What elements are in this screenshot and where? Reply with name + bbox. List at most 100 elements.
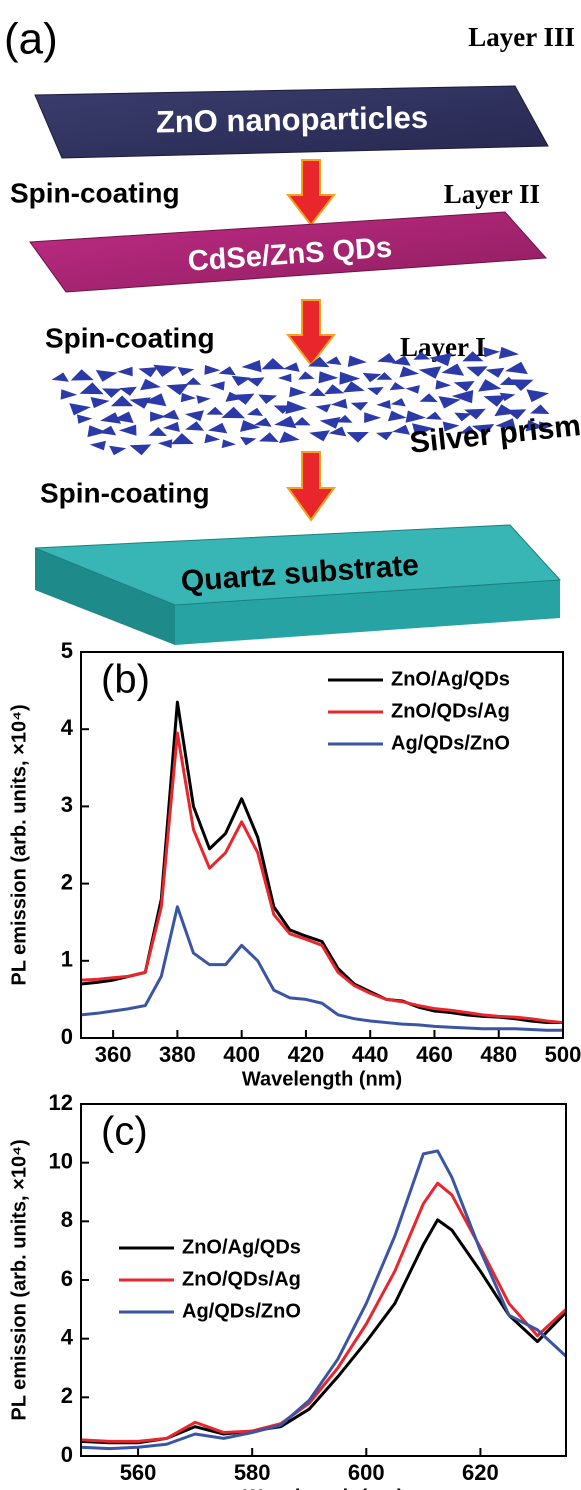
prism	[308, 356, 330, 368]
prism	[347, 355, 367, 367]
prism	[69, 403, 91, 416]
prism	[389, 382, 406, 391]
y-tick-label: 2	[61, 869, 73, 894]
prism	[283, 362, 300, 372]
prism	[90, 397, 110, 409]
prism	[308, 387, 326, 397]
legend-label: Ag/QDs/ZnO	[182, 1300, 301, 1322]
prism	[184, 410, 204, 422]
x-tick-label: 440	[352, 1042, 389, 1067]
y-tick-label: 12	[49, 1090, 73, 1115]
prism	[185, 421, 205, 431]
y-axis-label: PL emission (arb. units, ×10⁴)	[8, 704, 30, 985]
y-tick-label: 6	[61, 1266, 73, 1291]
prism	[429, 353, 452, 367]
step-label: Spin-coating	[45, 322, 215, 353]
arrow	[286, 451, 336, 522]
prism	[138, 367, 158, 378]
step-label: Spin-coating	[40, 477, 210, 508]
prism	[318, 371, 339, 384]
legend-label: ZnO/Ag/QDs	[391, 668, 510, 690]
prism	[495, 418, 516, 431]
prism	[150, 411, 167, 422]
series-line	[80, 905, 563, 1032]
prism	[258, 432, 279, 442]
prism	[119, 386, 137, 396]
prism	[161, 409, 180, 420]
arrow	[285, 299, 337, 367]
prism	[109, 445, 127, 456]
substrate-front	[175, 580, 560, 645]
prism	[459, 425, 478, 435]
prism	[289, 386, 307, 398]
prism	[325, 356, 342, 365]
prism	[140, 378, 161, 391]
prism	[483, 395, 507, 407]
prism	[162, 421, 180, 432]
legend-label: ZnO/QDs/Ag	[391, 700, 510, 722]
prism	[405, 385, 420, 394]
prism	[346, 432, 369, 443]
prism	[435, 380, 452, 390]
prism	[464, 408, 486, 420]
arrow	[285, 159, 337, 227]
prism	[418, 366, 442, 379]
x-tick-label: 360	[95, 1042, 132, 1067]
prism	[246, 407, 263, 416]
prism	[101, 388, 122, 398]
y-tick-label: 3	[61, 792, 73, 817]
x-tick-label: 380	[159, 1042, 196, 1067]
prism	[79, 382, 104, 395]
prism	[392, 424, 410, 435]
prism	[328, 426, 347, 437]
prism	[405, 410, 426, 423]
x-tick-label: 400	[223, 1042, 260, 1067]
prism	[274, 415, 297, 429]
series-line	[80, 731, 564, 1025]
prism	[509, 379, 534, 391]
prism	[185, 377, 202, 385]
prism	[309, 430, 330, 442]
prism	[240, 420, 261, 432]
prism	[129, 444, 152, 456]
prism	[530, 404, 550, 414]
legend-label: ZnO/QDs/Ag	[182, 1268, 301, 1290]
prism	[505, 409, 527, 420]
prism	[258, 394, 278, 404]
prism	[113, 411, 134, 424]
prism	[170, 433, 194, 445]
step-label: Spin-coating	[10, 177, 180, 208]
prism	[499, 376, 518, 385]
x-axis-label: Wavelength (nm)	[242, 1068, 402, 1090]
prism	[240, 436, 257, 446]
prism	[208, 422, 228, 434]
prism	[499, 392, 516, 402]
prism	[204, 433, 221, 444]
y-tick-label: 4	[61, 715, 74, 740]
prism	[231, 375, 251, 387]
prism	[277, 373, 292, 383]
x-tick-label: 560	[120, 1460, 157, 1485]
chart: 0 2 4 6 8 10 12 560 580 600 620 (c) Wavelength (nm) P…	[8, 1090, 568, 1490]
prism	[525, 420, 545, 432]
substrate-top	[34, 524, 562, 606]
legend-label: Ag/QDs/ZnO	[391, 732, 510, 754]
prism	[70, 369, 94, 381]
x-axis-label: Wavelength (nm)	[243, 1486, 403, 1490]
legend-label: ZnO/Ag/QDs	[182, 1236, 301, 1258]
prism	[95, 370, 118, 382]
y-tick-label: 1	[61, 947, 73, 972]
prism	[254, 417, 272, 427]
y-tick-label: 0	[61, 1024, 73, 1049]
prism	[478, 379, 502, 392]
x-tick-label: 420	[288, 1042, 325, 1067]
x-tick-label: 460	[416, 1042, 453, 1067]
prism	[539, 421, 554, 431]
plot-frame	[80, 651, 564, 1039]
prism	[453, 381, 475, 392]
y-tick-label: 0	[61, 1442, 73, 1467]
x-tick-label: 480	[480, 1042, 517, 1067]
prism	[442, 421, 460, 432]
y-tick-label: 4	[61, 1324, 74, 1349]
series-line	[80, 1218, 568, 1445]
